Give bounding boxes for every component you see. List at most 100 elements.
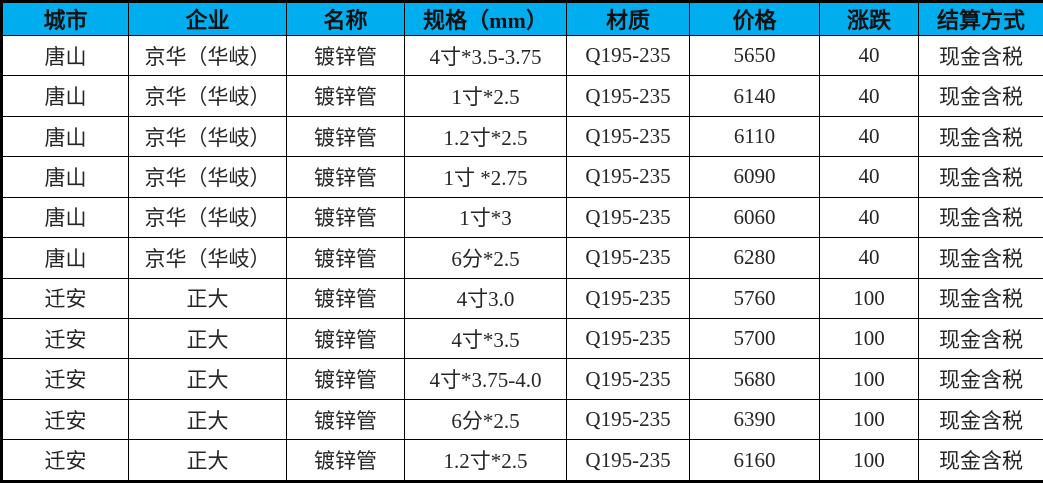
cell-change: 100 xyxy=(819,439,919,482)
cell-change: 100 xyxy=(819,398,919,441)
cell-price: 5680 xyxy=(689,358,820,400)
cell-company: 京华（华岐） xyxy=(128,75,287,117)
cell-city: 迁安 xyxy=(1,277,129,319)
cell-spec: 1.2寸*2.5 xyxy=(404,115,567,158)
cell-name: 镀锌管 xyxy=(286,358,405,400)
cell-material: Q195-235 xyxy=(566,115,690,158)
cell-change: 40 xyxy=(819,34,919,77)
table-row: 唐山 京华（华岐） 镀锌管 1寸*3 Q195-235 6060 40 现金含税 xyxy=(1,196,1043,239)
cell-settlement: 现金含税 xyxy=(918,317,1043,360)
cell-name: 镀锌管 xyxy=(286,156,405,198)
cell-company: 京华（华岐） xyxy=(128,237,287,279)
table-body: 唐山 京华（华岐） 镀锌管 4寸*3.5-3.75 Q195-235 5650 40 现金含税… xyxy=(1,34,1043,482)
table-row: 迁安 正大 镀锌管 4寸3.0 Q195-235 5760 100 现金含税 xyxy=(1,277,1043,319)
cell-material: Q195-235 xyxy=(566,237,690,279)
cell-change: 40 xyxy=(819,75,919,117)
cell-name: 镀锌管 xyxy=(286,34,405,77)
cell-spec: 1寸*2.5 xyxy=(404,75,567,117)
cell-material: Q195-235 xyxy=(566,398,690,441)
cell-spec: 4寸*3.5 xyxy=(404,317,567,360)
cell-company: 正大 xyxy=(128,317,287,360)
cell-price: 5700 xyxy=(689,317,820,360)
cell-settlement: 现金含税 xyxy=(918,75,1043,117)
cell-name: 镀锌管 xyxy=(286,237,405,279)
cell-settlement: 现金含税 xyxy=(918,196,1043,239)
table-header-row: 城市 企业 名称 规格（mm） 材质 价格 涨跌 结算方式 xyxy=(1,1,1043,36)
cell-spec: 6分*2.5 xyxy=(404,398,567,441)
cell-change: 40 xyxy=(819,115,919,158)
cell-price: 6390 xyxy=(689,398,820,441)
cell-company: 京华（华岐） xyxy=(128,115,287,158)
cell-spec: 4寸*3.75-4.0 xyxy=(404,358,567,400)
cell-price: 6060 xyxy=(689,196,820,239)
cell-name: 镀锌管 xyxy=(286,277,405,319)
cell-company: 京华（华岐） xyxy=(128,34,287,77)
cell-city: 唐山 xyxy=(1,156,129,198)
cell-change: 40 xyxy=(819,156,919,198)
cell-price: 6090 xyxy=(689,156,820,198)
cell-city: 唐山 xyxy=(1,237,129,279)
cell-change: 100 xyxy=(819,277,919,319)
cell-name: 镀锌管 xyxy=(286,75,405,117)
cell-name: 镀锌管 xyxy=(286,115,405,158)
cell-city: 迁安 xyxy=(1,358,129,400)
table-row: 迁安 正大 镀锌管 4寸*3.5 Q195-235 5700 100 现金含税 xyxy=(1,317,1043,360)
cell-material: Q195-235 xyxy=(566,34,690,77)
cell-price: 5650 xyxy=(689,34,820,77)
table-row: 迁安 正大 镀锌管 1.2寸*2.5 Q195-235 6160 100 现金含税 xyxy=(1,439,1043,482)
header-price: 价格 xyxy=(689,1,820,36)
header-name: 名称 xyxy=(286,1,405,36)
table-row: 唐山 京华（华岐） 镀锌管 4寸*3.5-3.75 Q195-235 5650 40 现金含税 xyxy=(1,34,1043,77)
cell-company: 京华（华岐） xyxy=(128,156,287,198)
cell-name: 镀锌管 xyxy=(286,196,405,239)
cell-company: 正大 xyxy=(128,439,287,482)
cell-settlement: 现金含税 xyxy=(918,115,1043,158)
header-material: 材质 xyxy=(566,1,690,36)
cell-material: Q195-235 xyxy=(566,75,690,117)
cell-change: 100 xyxy=(819,317,919,360)
header-city: 城市 xyxy=(1,1,129,36)
cell-settlement: 现金含税 xyxy=(918,398,1043,441)
cell-company: 正大 xyxy=(128,358,287,400)
cell-name: 镀锌管 xyxy=(286,439,405,482)
cell-material: Q195-235 xyxy=(566,358,690,400)
cell-change: 100 xyxy=(819,358,919,400)
cell-name: 镀锌管 xyxy=(286,398,405,441)
cell-material: Q195-235 xyxy=(566,277,690,319)
cell-city: 唐山 xyxy=(1,34,129,77)
cell-company: 正大 xyxy=(128,277,287,319)
cell-settlement: 现金含税 xyxy=(918,34,1043,77)
cell-price: 5760 xyxy=(689,277,820,319)
header-spec: 规格（mm） xyxy=(404,1,567,36)
cell-city: 迁安 xyxy=(1,398,129,441)
cell-settlement: 现金含税 xyxy=(918,277,1043,319)
cell-settlement: 现金含税 xyxy=(918,358,1043,400)
cell-company: 正大 xyxy=(128,398,287,441)
cell-material: Q195-235 xyxy=(566,439,690,482)
cell-price: 6110 xyxy=(689,115,820,158)
header-company: 企业 xyxy=(128,1,287,36)
table-row: 唐山 京华（华岐） 镀锌管 1.2寸*2.5 Q195-235 6110 40 现金含税 xyxy=(1,115,1043,158)
cell-spec: 6分*2.5 xyxy=(404,237,567,279)
cell-spec: 4寸*3.5-3.75 xyxy=(404,34,567,77)
cell-material: Q195-235 xyxy=(566,317,690,360)
table-row: 迁安 正大 镀锌管 4寸*3.75-4.0 Q195-235 5680 100 现金含税 xyxy=(1,358,1043,400)
table-row: 唐山 京华（华岐） 镀锌管 1寸 *2.75 Q195-235 6090 40 现金含税 xyxy=(1,156,1043,198)
cell-city: 唐山 xyxy=(1,75,129,117)
cell-city: 唐山 xyxy=(1,115,129,158)
cell-spec: 1.2寸*2.5 xyxy=(404,439,567,482)
cell-price: 6280 xyxy=(689,237,820,279)
table-row: 唐山 京华（华岐） 镀锌管 6分*2.5 Q195-235 6280 40 现金含税 xyxy=(1,237,1043,279)
cell-city: 唐山 xyxy=(1,196,129,239)
header-change: 涨跌 xyxy=(819,1,919,36)
cell-name: 镀锌管 xyxy=(286,317,405,360)
cell-settlement: 现金含税 xyxy=(918,237,1043,279)
cell-change: 40 xyxy=(819,196,919,239)
cell-city: 迁安 xyxy=(1,439,129,482)
table-row: 唐山 京华（华岐） 镀锌管 1寸*2.5 Q195-235 6140 40 现金含税 xyxy=(1,75,1043,117)
cell-settlement: 现金含税 xyxy=(918,156,1043,198)
cell-spec: 1寸 *2.75 xyxy=(404,156,567,198)
cell-company: 京华（华岐） xyxy=(128,196,287,239)
